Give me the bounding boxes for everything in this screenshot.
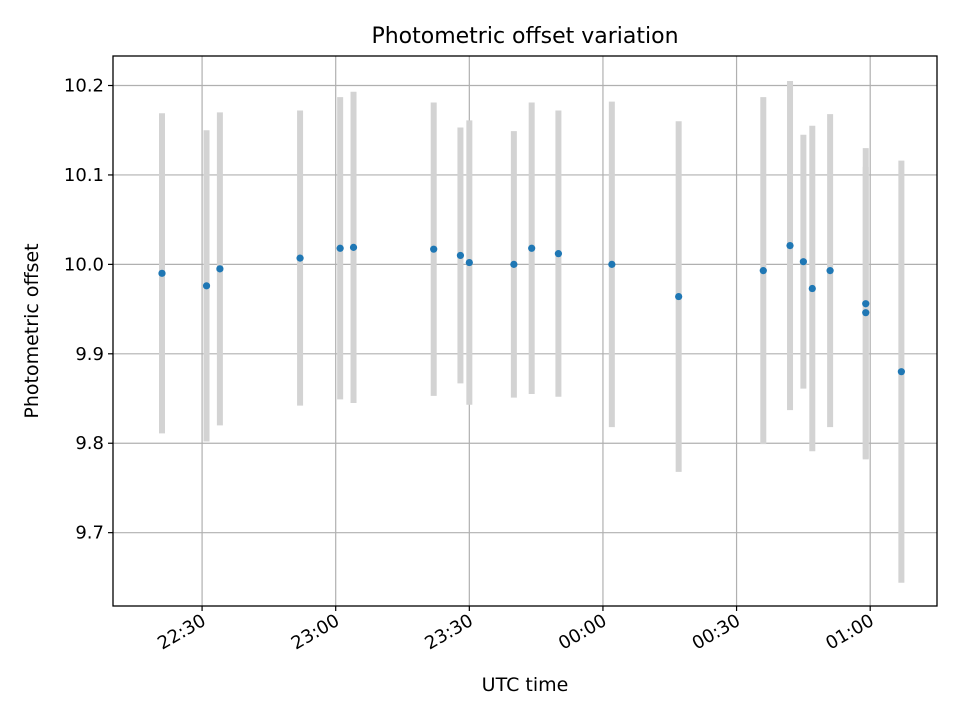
y-tick-label: 10.1 (64, 165, 104, 186)
y-tick-label: 10.2 (64, 76, 104, 97)
data-point (862, 300, 870, 308)
data-point (296, 254, 304, 262)
data-points (158, 241, 905, 376)
data-point (216, 265, 224, 273)
data-point (808, 284, 816, 293)
data-point (202, 282, 211, 290)
x-axis-label: UTC time (482, 674, 569, 696)
chart-title: Photometric offset variation (371, 24, 678, 49)
data-point (528, 244, 536, 252)
data-point (897, 368, 905, 376)
y-tick-label: 9.8 (75, 433, 104, 454)
y-axis-label: Photometric offset (21, 243, 43, 418)
plot-frame (112, 55, 938, 607)
y-tick-label: 10.0 (64, 254, 104, 275)
data-point (158, 269, 166, 277)
data-point (799, 258, 807, 266)
data-point (826, 267, 834, 275)
y-tick-label: 9.7 (75, 523, 104, 544)
data-point (456, 251, 465, 260)
data-point (675, 292, 683, 301)
data-point (430, 245, 438, 253)
data-point (349, 243, 358, 251)
y-tick-label: 9.9 (75, 344, 104, 365)
y-axis: 9.7 9.8 9.9 10.0 10.1 10.2 (64, 76, 113, 544)
data-point (510, 260, 518, 268)
data-point (465, 258, 473, 267)
data-point (759, 267, 767, 275)
data-point (554, 250, 563, 258)
data-point (786, 241, 794, 250)
data-point (608, 260, 616, 268)
grid (113, 56, 937, 606)
data-point (862, 309, 870, 317)
data-point (336, 244, 344, 252)
